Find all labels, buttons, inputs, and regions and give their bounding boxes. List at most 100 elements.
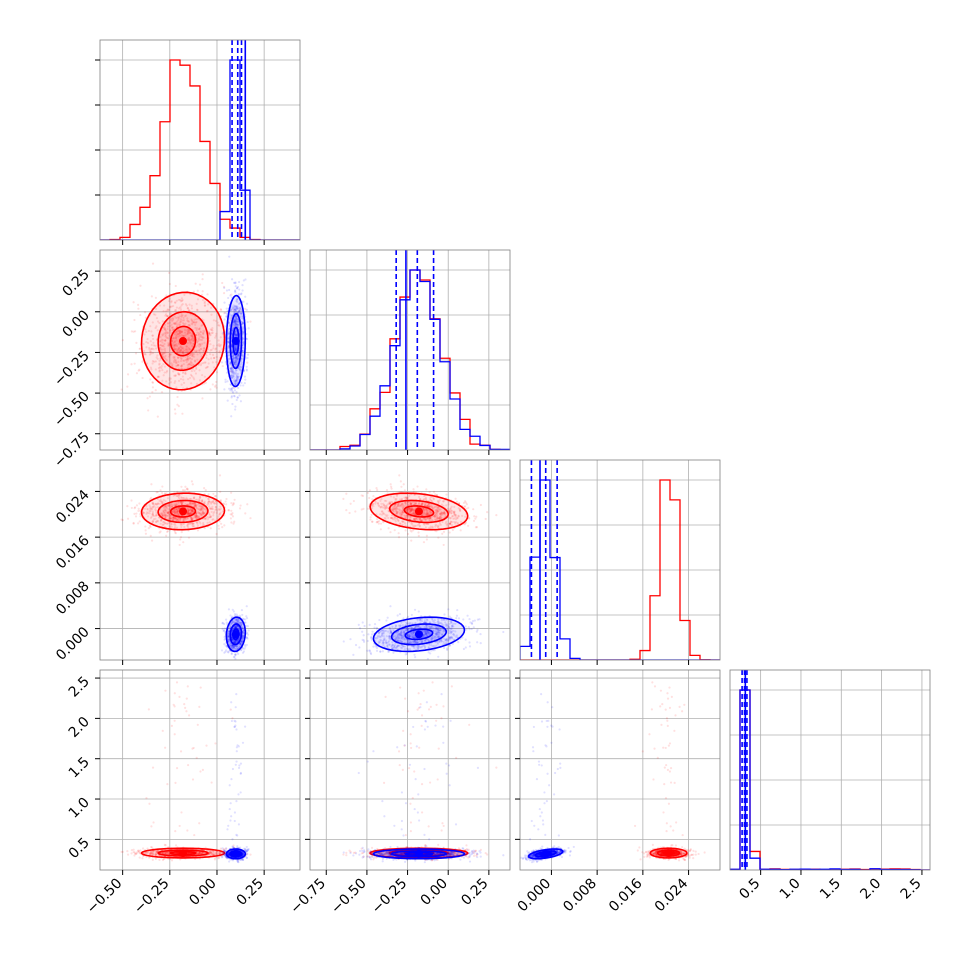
sample-point — [232, 369, 235, 372]
sample-point — [154, 389, 157, 392]
sample-point — [139, 284, 142, 287]
sample-point — [199, 522, 202, 525]
sample-point — [167, 341, 170, 345]
sample-point — [203, 304, 207, 307]
sample-point — [171, 340, 174, 343]
sample-point — [143, 333, 146, 336]
sample-point — [172, 360, 176, 364]
sample-point — [176, 509, 180, 512]
sample-point — [372, 495, 375, 498]
sample-point — [187, 308, 191, 312]
sample-point — [170, 299, 173, 303]
sample-point — [221, 364, 224, 368]
sample-point — [246, 637, 249, 640]
sample-point — [232, 319, 236, 323]
sample-point — [196, 331, 199, 334]
sample-point — [170, 362, 173, 365]
sample-point — [245, 368, 248, 371]
sample-point — [151, 514, 155, 517]
sample-point — [222, 285, 226, 288]
sample-point — [203, 361, 206, 364]
sample-point — [175, 331, 178, 334]
sample-point — [180, 314, 183, 317]
sample-point — [173, 508, 176, 511]
sample-point — [230, 376, 233, 380]
sample-point — [180, 312, 183, 315]
sample-point — [225, 289, 229, 292]
sample-point — [174, 348, 177, 351]
sample-point — [166, 507, 169, 510]
sample-point — [235, 315, 238, 318]
sample-point — [375, 487, 378, 490]
sample-point — [190, 338, 193, 341]
sample-point — [422, 541, 426, 544]
sample-point — [190, 375, 194, 378]
sample-point — [236, 353, 240, 356]
sample-point — [178, 507, 181, 510]
sample-point — [190, 509, 194, 512]
sample-point — [361, 638, 364, 641]
sample-point — [376, 489, 379, 492]
sample-point — [463, 523, 466, 526]
sample-point — [173, 511, 176, 514]
sample-point — [229, 362, 232, 365]
sample-point — [199, 507, 202, 511]
density-peak — [231, 630, 240, 639]
sample-point — [239, 504, 242, 507]
sample-point — [226, 340, 230, 343]
sample-point — [173, 504, 176, 507]
y-tick-label: −0.50 — [51, 389, 93, 431]
sample-point — [159, 343, 163, 347]
sample-point — [161, 500, 164, 504]
sample-point — [161, 333, 164, 336]
sample-point — [168, 271, 171, 274]
sample-point — [195, 320, 198, 324]
sample-point — [158, 370, 161, 373]
sample-point — [169, 329, 172, 332]
sample-point — [172, 370, 175, 373]
sample-point — [241, 322, 244, 326]
sample-point — [177, 512, 180, 515]
sample-point — [227, 651, 230, 654]
sample-point — [244, 278, 247, 281]
sample-point — [191, 352, 194, 355]
sample-point — [164, 499, 167, 502]
sample-point — [234, 308, 237, 312]
sample-point — [366, 507, 369, 510]
sample-point — [189, 363, 193, 367]
sample-point — [188, 348, 191, 351]
sample-point — [230, 278, 234, 281]
sample-point — [237, 302, 240, 306]
sample-point — [229, 362, 232, 365]
sample-point — [180, 496, 183, 500]
sample-point — [173, 344, 176, 347]
sample-point — [186, 348, 189, 352]
sample-point — [349, 502, 352, 505]
sample-point — [413, 653, 416, 656]
y-tick-label: 0.008 — [53, 578, 93, 618]
sample-point — [437, 655, 440, 658]
sample-point — [234, 309, 237, 312]
sample-point — [230, 305, 234, 308]
sample-point — [167, 343, 170, 346]
sample-point — [223, 325, 226, 328]
sample-point — [143, 349, 146, 353]
sample-point — [181, 496, 185, 500]
sample-point — [224, 650, 227, 653]
sample-point — [203, 500, 206, 503]
sample-point — [164, 329, 168, 333]
sample-point — [175, 348, 178, 351]
sample-point — [191, 353, 194, 357]
sample-point — [200, 347, 203, 350]
sample-point — [158, 502, 161, 505]
panel-content — [120, 255, 252, 418]
sample-point — [172, 516, 175, 520]
sample-point — [209, 515, 212, 519]
sample-point — [175, 349, 179, 353]
sample-point — [211, 327, 214, 330]
sample-point — [163, 356, 166, 359]
y-tick-label: −0.25 — [51, 348, 93, 390]
sample-point — [168, 334, 171, 337]
sample-point — [151, 391, 154, 394]
sample-point — [361, 630, 364, 633]
